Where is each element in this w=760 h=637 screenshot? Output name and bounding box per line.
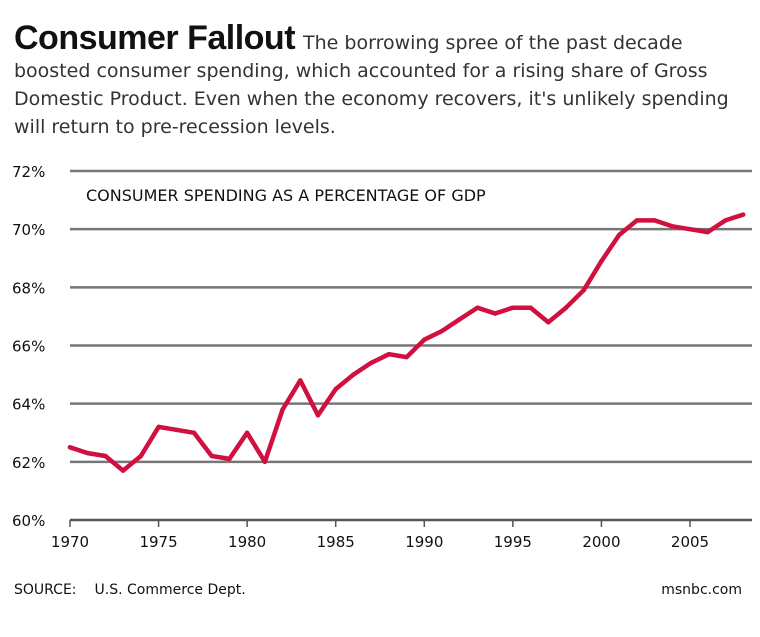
data-point [687,226,693,232]
y-tick-label: 68% [12,279,45,297]
data-point [404,354,409,360]
data-point [422,337,427,342]
x-tick-label: 1980 [228,533,266,551]
data-point [156,424,161,430]
x-tick-label: 2005 [671,533,709,551]
data-point [227,456,232,462]
series-layer [67,212,746,473]
data-point [546,320,551,325]
grid-lines [70,169,752,464]
y-tick-label: 62% [12,454,45,472]
y-axis-tick-labels: 60% 62% 64% 66% 68% 70% 72% [12,163,45,530]
data-point [386,352,392,357]
data-point [280,407,285,412]
data-point [670,224,675,229]
data-point [67,445,73,450]
x-tick-label: 1985 [317,533,355,551]
source-label: SOURCE: [14,582,77,598]
y-tick-label: 72% [12,163,45,181]
data-point [351,372,356,377]
data-point [510,305,516,310]
data-point [262,459,268,465]
data-point [634,218,640,223]
x-tick-label: 1990 [405,533,443,551]
y-tick-label: 66% [12,338,45,356]
data-point [85,450,90,456]
data-point [174,427,179,433]
data-point [333,386,338,392]
data-point [298,378,303,383]
data-point [457,317,462,322]
data-point [581,288,586,293]
description-text: The borrowing spree of the past decade b… [14,32,729,138]
data-point [528,305,533,310]
data-point [705,229,710,235]
source-value: U.S. Commerce Dept. [94,582,246,598]
data-point [616,232,622,238]
data-point [244,430,250,435]
data-point [563,305,569,310]
series-line [67,212,746,473]
x-tick-label: 1995 [494,533,532,551]
data-point [191,430,197,435]
x-axis-tick-labels: 1970 1975 1980 1985 1990 1995 2000 2005 [51,520,709,551]
data-point [120,468,126,473]
data-point [492,311,498,316]
data-point [652,218,657,223]
credit: msnbc.com [661,582,742,598]
y-tick-label: 70% [12,221,45,239]
x-tick-label: 2000 [582,533,620,551]
y-tick-label: 64% [12,396,45,414]
data-point [315,413,321,418]
data-point [599,258,604,264]
data-point [740,212,746,217]
headline: Consumer Fallout [14,19,296,57]
x-tick-label: 1975 [139,533,177,551]
data-point [439,328,445,334]
data-point [138,453,144,459]
data-point [723,218,728,223]
intro-paragraph: Consumer Fallout The borrowing spree of t… [14,21,754,141]
data-point [103,453,108,459]
data-point [209,453,214,459]
y-tick-label: 60% [12,512,45,530]
x-tick-label: 1970 [51,533,89,551]
source-note: SOURCE: U.S. Commerce Dept. [14,582,246,598]
chart-title: CONSUMER SPENDING AS A PERCENTAGE OF GDP [86,186,486,205]
data-point [475,305,480,310]
data-point [368,360,374,366]
